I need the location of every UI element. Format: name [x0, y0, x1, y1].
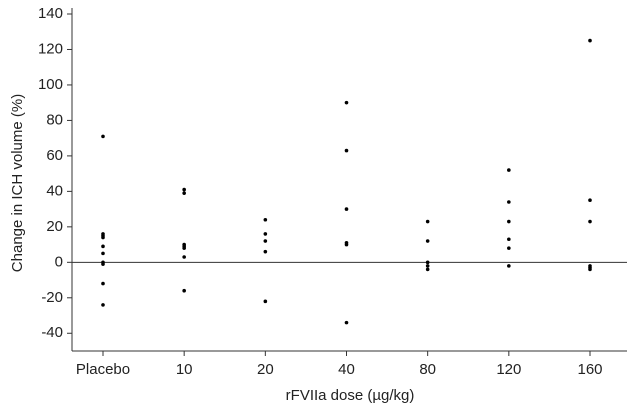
point — [101, 134, 105, 139]
point — [425, 239, 430, 243]
x-axis-label: rFVIIa dose (µg/kg) — [286, 387, 415, 404]
y-tick-label: 120 — [38, 40, 63, 57]
point — [182, 246, 186, 250]
y-tick-label: -20 — [41, 289, 63, 306]
point — [507, 219, 511, 224]
point — [182, 191, 186, 195]
point — [588, 198, 592, 203]
point — [507, 264, 511, 268]
y-tick-label: 80 — [46, 111, 63, 128]
point — [588, 38, 592, 43]
x-tick-label: 80 — [419, 361, 436, 378]
point — [507, 246, 511, 250]
point — [344, 320, 349, 325]
y-tick-label: 140 — [38, 5, 63, 22]
point — [263, 239, 268, 243]
point — [182, 187, 186, 192]
point — [182, 255, 186, 259]
point — [344, 148, 349, 153]
x-tick-label: 40 — [338, 361, 355, 378]
y-tick-label: 20 — [46, 218, 63, 235]
y-tick-label: 40 — [46, 182, 63, 199]
point — [507, 200, 511, 204]
y-tick-label: 60 — [46, 147, 63, 164]
y-tick-label: -40 — [41, 324, 63, 341]
x-tick-label: 20 — [257, 361, 274, 378]
point — [263, 232, 268, 236]
point — [425, 219, 430, 224]
x-tick-label: Placebo — [76, 361, 130, 378]
point — [425, 264, 430, 268]
point — [588, 219, 592, 224]
point — [101, 235, 105, 240]
point — [344, 100, 349, 105]
point — [425, 260, 430, 265]
x-tick-label: 10 — [176, 361, 193, 378]
point — [507, 237, 511, 242]
point — [101, 262, 105, 266]
y-tick-label: 100 — [38, 76, 63, 93]
point — [344, 242, 349, 247]
point — [263, 249, 268, 254]
x-tick-label: 160 — [577, 361, 602, 378]
point — [263, 299, 268, 304]
point — [182, 288, 186, 293]
point — [101, 281, 105, 286]
point — [507, 168, 511, 172]
point — [344, 207, 349, 211]
point — [588, 267, 592, 272]
point — [425, 267, 430, 272]
x-tick-label: 120 — [496, 361, 521, 378]
point — [101, 303, 105, 307]
point — [101, 244, 105, 249]
point — [263, 217, 268, 222]
point — [101, 251, 105, 256]
y-axis-label: Change in ICH volume (%) — [9, 94, 26, 272]
y-tick-label: 0 — [55, 253, 63, 270]
